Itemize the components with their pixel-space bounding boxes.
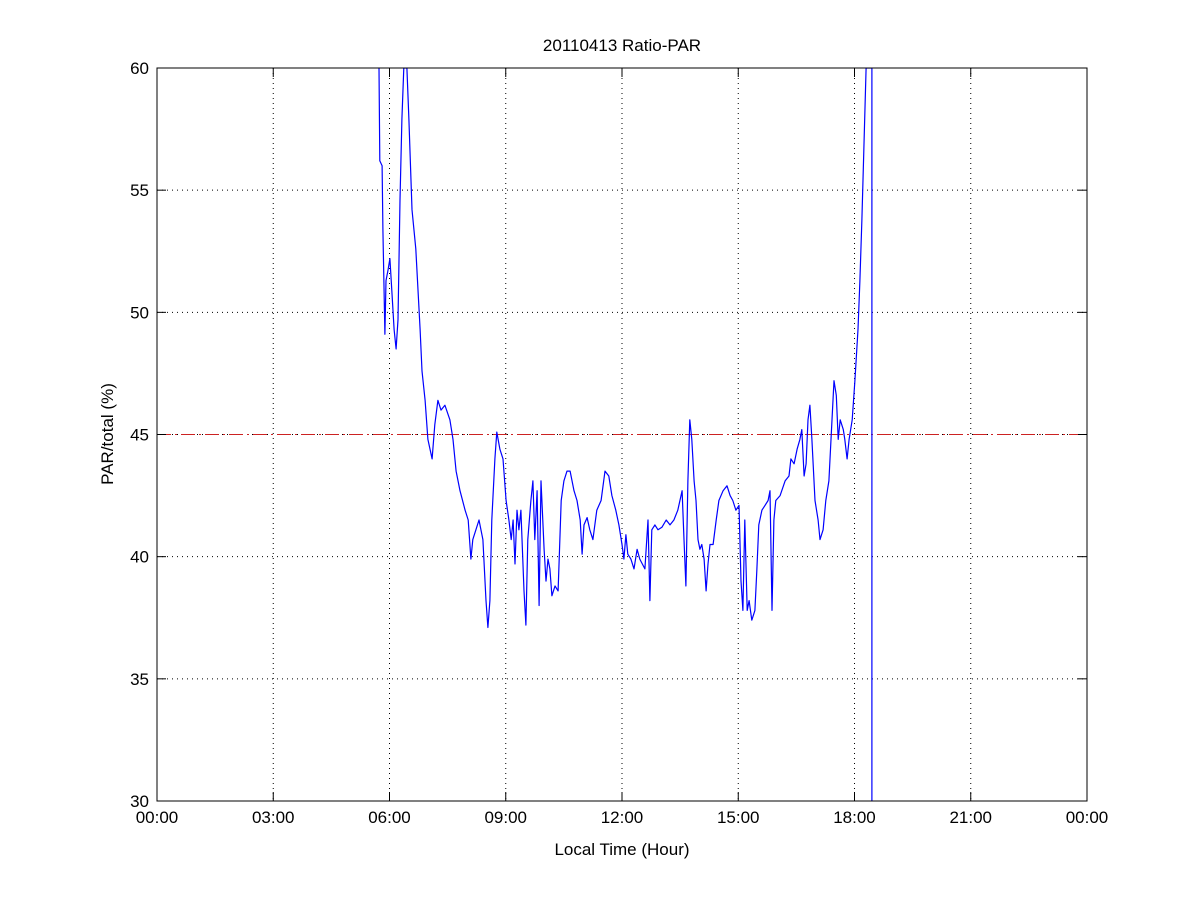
- y-axis-label: PAR/total (%): [98, 383, 117, 485]
- chart-title: 20110413 Ratio-PAR: [543, 36, 701, 55]
- x-tick-labels: 00:00 03:00 06:00 09:00 12:00 15:00 18:00 21:00…: [136, 808, 1109, 827]
- y-tick-label: 45: [130, 426, 149, 445]
- x-tick-label: 12:00: [601, 808, 644, 827]
- x-tick-label: 09:00: [484, 808, 527, 827]
- x-tick-label: 06:00: [368, 808, 411, 827]
- y-tick-label: 50: [130, 303, 149, 322]
- series-group: [378, 68, 873, 801]
- x-tick-label: 18:00: [833, 808, 876, 827]
- y-tick-label: 30: [130, 792, 149, 811]
- y-tick-label: 40: [130, 548, 149, 567]
- y-tick-label: 55: [130, 181, 149, 200]
- ticks: [156, 67, 1088, 802]
- x-tick-label: 03:00: [252, 808, 295, 827]
- y-tick-labels: 30 35 40 45 50 55 60: [130, 59, 149, 811]
- x-tick-label: 00:00: [1066, 808, 1109, 827]
- x-tick-label: 00:00: [136, 808, 179, 827]
- grid: [157, 68, 1087, 801]
- series-line: [378, 68, 873, 801]
- y-tick-label: 60: [130, 59, 149, 78]
- y-tick-label: 35: [130, 670, 149, 689]
- x-tick-label: 21:00: [949, 808, 992, 827]
- x-axis-label: Local Time (Hour): [554, 840, 689, 859]
- x-tick-label: 15:00: [717, 808, 760, 827]
